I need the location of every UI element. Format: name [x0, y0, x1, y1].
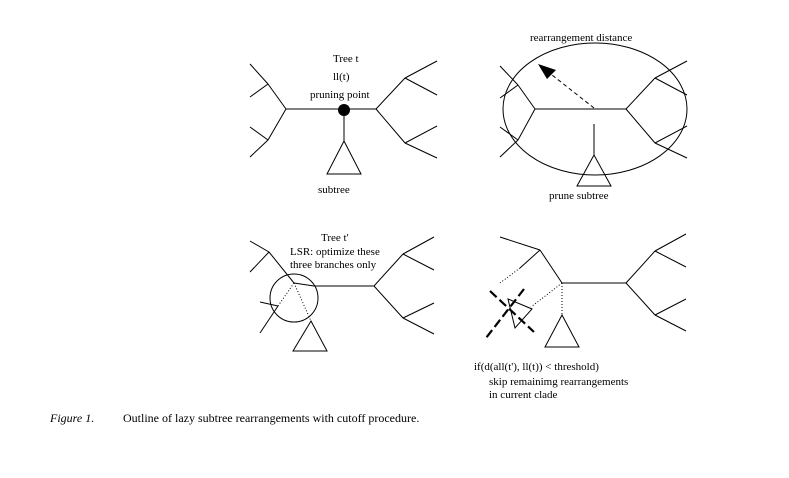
panel-rearrangement-distance: rearrangement distance prune subtree [499, 32, 688, 202]
prune-subtree-label: prune subtree [549, 190, 609, 202]
cutoff-pruned-path [530, 282, 563, 308]
cutoff-right-branches [625, 233, 687, 332]
ttp-branch [259, 301, 279, 307]
current-subtree-triangle [544, 313, 580, 348]
rd-left-branches [499, 65, 562, 158]
figure-caption: Figure 1. Outline of lazy subtree rearra… [49, 411, 419, 425]
skipped-subtree-triangle [507, 298, 533, 330]
pruning-point-label: pruning point [310, 89, 370, 101]
cutoff-pruned-path [499, 267, 521, 284]
lsr-label-line1: LSR: optimize these [290, 246, 380, 258]
rd-right-branches [625, 60, 688, 159]
cutoff-branch [539, 249, 563, 284]
skip-label-line1: skip remainimg rearrangements [489, 376, 628, 388]
ttp-branch [249, 251, 270, 273]
tree-t-left-branches [249, 63, 313, 158]
ttp-branch [249, 240, 270, 253]
rearrangement-arrow-head [538, 64, 556, 79]
rearrangement-arrow-shaft [546, 70, 595, 109]
pruned-subtree-triangle [576, 153, 612, 187]
ll-t-label: ll(t) [333, 71, 350, 83]
tree-t-prime-title: Tree t' [321, 232, 349, 244]
cutoff-branch [499, 236, 541, 251]
ttp-branch [293, 282, 315, 287]
cutoff-branch [519, 249, 541, 269]
ttp-branch [268, 251, 295, 284]
lsr-label-line2: three branches only [290, 259, 377, 271]
lsr-optimization-circle [269, 273, 319, 323]
tree-t-right-branches [375, 60, 438, 159]
ttp-branch [259, 305, 279, 334]
skip-cross-line [485, 288, 525, 339]
ttp-right-branches [373, 236, 435, 335]
ttp-optimized-branch [293, 282, 312, 322]
skip-cross-line [489, 290, 535, 333]
regrafted-subtree-triangle [292, 319, 328, 352]
rearrangement-radius-ellipse [502, 42, 688, 176]
threshold-condition: if(d(all(t'), ll(t)) < threshold) [474, 361, 599, 373]
tree-t-title: Tree t [333, 53, 359, 65]
ttp-optimized-branch [277, 282, 295, 307]
subtree-label: subtree [318, 184, 350, 196]
rearrangement-distance-label: rearrangement distance [530, 32, 632, 44]
caption-text: Outline of lazy subtree rearrangements w… [123, 411, 419, 425]
subtree-triangle [326, 139, 362, 175]
caption-label: Figure 1. [49, 411, 94, 425]
panel-cutoff: if(d(all(t'), ll(t)) < threshold) skip r… [474, 233, 687, 401]
skip-label-line2: in current clade [489, 389, 558, 401]
panel-tree-t-prime: Tree t' LSR: optimize these three branch… [249, 232, 435, 352]
panel-tree-t: Tree t ll(t) pruning point subtree [249, 53, 438, 196]
